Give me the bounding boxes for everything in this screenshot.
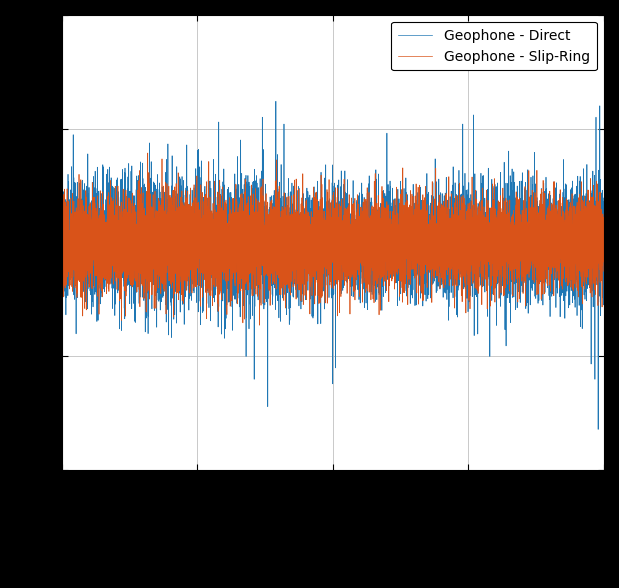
Geophone - Direct <box>594 426 602 433</box>
Geophone - Direct <box>323 223 331 230</box>
Geophone - Slip-Ring <box>323 265 331 272</box>
Legend: Geophone - Direct, Geophone - Slip-Ring: Geophone - Direct, Geophone - Slip-Ring <box>391 22 597 71</box>
Geophone - Slip-Ring <box>58 199 66 206</box>
Geophone - Slip-Ring <box>256 322 263 329</box>
Geophone - Slip-Ring <box>80 242 88 249</box>
Geophone - Direct <box>600 219 607 226</box>
Geophone - Direct <box>571 226 579 233</box>
Geophone - Direct <box>90 252 98 259</box>
Geophone - Slip-Ring <box>571 213 579 220</box>
Geophone - Slip-Ring <box>165 216 172 223</box>
Geophone - Direct <box>58 225 66 232</box>
Geophone - Slip-Ring <box>600 268 607 275</box>
Geophone - Slip-Ring <box>61 282 68 289</box>
Geophone - Direct <box>61 259 68 266</box>
Line: Geophone - Slip-Ring: Geophone - Slip-Ring <box>62 153 604 325</box>
Geophone - Slip-Ring <box>144 149 152 156</box>
Geophone - Direct <box>272 98 280 105</box>
Line: Geophone - Direct: Geophone - Direct <box>62 101 604 429</box>
Geophone - Direct <box>80 229 88 236</box>
Geophone - Slip-Ring <box>90 193 98 201</box>
Geophone - Direct <box>165 240 172 248</box>
